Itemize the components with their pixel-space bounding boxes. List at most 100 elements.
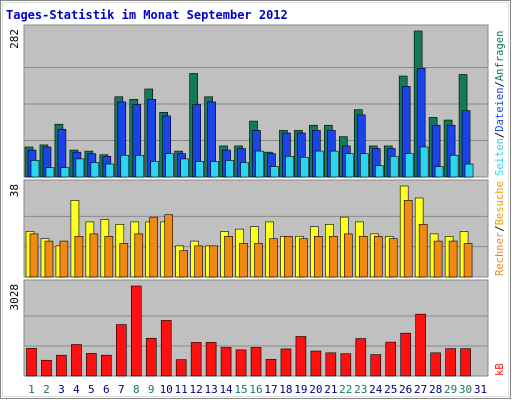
bar-kb-day-6 <box>101 354 112 377</box>
x-tick-label-day-19: 19 <box>294 383 307 396</box>
x-tick-label-day-4: 4 <box>73 383 80 396</box>
bar-kb-day-12 <box>190 342 202 377</box>
bar-rechner-day-9 <box>149 216 159 278</box>
bar-kb-day-16 <box>250 347 262 377</box>
bar-rechner-day-30 <box>463 243 473 278</box>
legend-top-panel-part-2: / <box>494 132 506 138</box>
bar-rechner-day-26 <box>403 200 413 278</box>
x-tick-label-day-6: 6 <box>103 383 110 396</box>
bar-rechner-day-28 <box>433 240 443 278</box>
bar-kb-day-10 <box>160 320 172 377</box>
bar-rechner-day-29 <box>448 240 458 278</box>
legend-top-panel-part-4: / <box>494 81 506 87</box>
bar-kb-day-7 <box>116 324 127 377</box>
bar-kb-day-26 <box>400 332 411 377</box>
bar-rechner-day-3 <box>59 240 69 278</box>
bar-rechner-day-8 <box>134 233 144 278</box>
bar-rechner-day-25 <box>388 238 398 278</box>
bar-seiten-day-2 <box>45 167 55 178</box>
bar-rechner-day-1 <box>29 233 39 278</box>
bar-kb-day-4 <box>71 344 82 377</box>
bar-seiten-day-4 <box>75 158 85 178</box>
bar-kb-day-29 <box>445 348 456 377</box>
x-tick-label-day-17: 17 <box>264 383 277 396</box>
x-tick-label-day-26: 26 <box>399 383 412 396</box>
legend-top-panel: Seiten/Dateien/Anfragen <box>494 31 506 176</box>
bar-rechner-day-11 <box>179 250 188 278</box>
bar-rechner-day-14 <box>224 235 233 278</box>
bar-seiten-day-30 <box>464 163 474 178</box>
bar-rechner-day-2 <box>44 240 54 278</box>
panel-middle-ymax-label: 38 <box>8 184 21 197</box>
bar-kb-day-5 <box>86 353 97 377</box>
bar-kb-day-28 <box>430 352 441 377</box>
bar-seiten-day-1 <box>30 160 40 178</box>
x-tick-label-day-10: 10 <box>160 383 173 396</box>
bar-rechner-day-20 <box>314 235 323 278</box>
bar-rechner-day-18 <box>284 235 293 278</box>
x-tick-label-day-13: 13 <box>204 383 217 396</box>
bar-kb-day-27 <box>415 313 426 377</box>
bar-kb-day-13 <box>205 342 217 377</box>
bar-seiten-day-29 <box>449 154 459 178</box>
bar-seiten-day-23 <box>359 153 369 178</box>
bar-seiten-day-19 <box>300 157 309 178</box>
bar-rechner-day-4 <box>74 235 84 278</box>
x-tick-label-day-1: 1 <box>28 383 35 396</box>
bar-kb-day-21 <box>325 352 337 377</box>
legend-bottom-panel: kB <box>494 363 506 376</box>
bar-seiten-day-3 <box>60 167 70 178</box>
x-tick-label-day-31: 31 <box>474 383 487 396</box>
bar-kb-day-3 <box>56 354 67 377</box>
bar-rechner-day-13 <box>209 245 218 278</box>
bar-rechner-day-24 <box>373 235 383 278</box>
x-tick-label-day-5: 5 <box>88 383 95 396</box>
bar-seiten-day-6 <box>105 163 115 178</box>
bar-rechner-day-23 <box>358 235 368 278</box>
bar-rechner-day-22 <box>344 233 353 278</box>
x-tick-label-day-20: 20 <box>309 383 322 396</box>
bar-seiten-day-15 <box>240 162 249 178</box>
bar-seiten-day-26 <box>404 153 414 178</box>
legend-middle-panel-part-1: Rechner <box>494 232 506 276</box>
x-tick-label-day-18: 18 <box>279 383 292 396</box>
bar-seiten-day-8 <box>135 154 145 178</box>
x-tick-label-day-25: 25 <box>384 383 397 396</box>
panel-top-ymax-label: 282 <box>8 29 21 49</box>
x-tick-label-day-11: 11 <box>175 383 188 396</box>
bar-seiten-day-13 <box>210 161 219 178</box>
x-tick-label-day-16: 16 <box>249 383 262 396</box>
x-tick-label-day-22: 22 <box>339 383 352 396</box>
bar-kb-day-2 <box>41 359 52 377</box>
x-tick-label-day-2: 2 <box>43 383 50 396</box>
bar-kb-day-20 <box>310 350 322 377</box>
bar-rechner-day-10 <box>164 214 174 278</box>
bar-seiten-day-20 <box>315 150 324 178</box>
bar-kb-day-1 <box>26 348 37 377</box>
legend-bottom-panel-part-1: kB <box>494 363 506 376</box>
bar-rechner-day-15 <box>239 243 248 278</box>
bar-kb-day-15 <box>235 349 247 377</box>
bar-seiten-day-18 <box>285 155 294 178</box>
bar-seiten-day-9 <box>150 161 160 178</box>
legend-top-panel-part-5: Anfragen <box>494 31 506 82</box>
bar-rechner-day-7 <box>119 243 129 278</box>
x-tick-label-day-28: 28 <box>429 383 442 396</box>
x-tick-label-day-12: 12 <box>190 383 203 396</box>
bar-seiten-day-21 <box>330 150 339 178</box>
bar-kb-day-8 <box>130 285 142 377</box>
bar-kb-day-30 <box>460 348 471 377</box>
x-tick-label-day-23: 23 <box>354 383 367 396</box>
bar-rechner-day-12 <box>194 245 203 278</box>
legend-top-panel-part-3: Dateien <box>494 87 506 131</box>
x-tick-label-day-8: 8 <box>133 383 140 396</box>
bar-rechner-day-5 <box>89 233 99 278</box>
legend-middle-panel-part-2: / <box>494 225 506 231</box>
x-tick-label-day-21: 21 <box>324 383 337 396</box>
bar-rechner-day-27 <box>418 224 428 278</box>
bar-seiten-day-5 <box>90 162 100 178</box>
legend-top-panel-part-1: Seiten <box>494 138 506 176</box>
bar-kb-day-23 <box>355 338 367 377</box>
